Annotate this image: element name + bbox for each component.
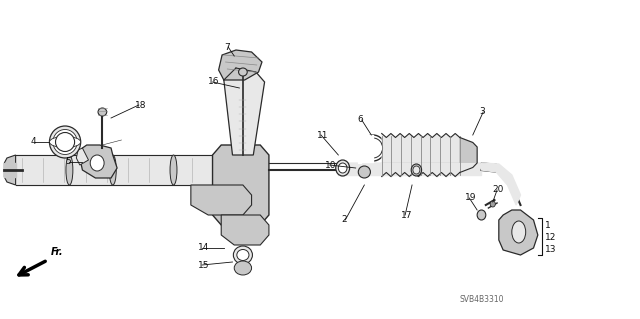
Text: 10: 10 bbox=[325, 160, 337, 169]
Ellipse shape bbox=[56, 132, 75, 152]
Ellipse shape bbox=[239, 68, 247, 76]
Text: 13: 13 bbox=[545, 246, 556, 255]
Text: 20: 20 bbox=[493, 186, 504, 195]
Text: Fr.: Fr. bbox=[51, 247, 63, 257]
Polygon shape bbox=[76, 148, 88, 165]
Polygon shape bbox=[212, 145, 269, 225]
Text: 11: 11 bbox=[317, 130, 328, 139]
Ellipse shape bbox=[234, 261, 252, 275]
Polygon shape bbox=[4, 155, 15, 185]
Ellipse shape bbox=[98, 108, 107, 116]
Text: 4: 4 bbox=[30, 137, 36, 146]
Ellipse shape bbox=[364, 138, 383, 158]
Text: 19: 19 bbox=[465, 194, 476, 203]
Ellipse shape bbox=[66, 155, 73, 185]
Polygon shape bbox=[224, 68, 264, 155]
Ellipse shape bbox=[358, 166, 371, 178]
Text: 12: 12 bbox=[545, 233, 556, 241]
Text: 3: 3 bbox=[479, 108, 484, 116]
Polygon shape bbox=[221, 215, 269, 245]
Polygon shape bbox=[219, 50, 262, 80]
Text: SVB4B3310: SVB4B3310 bbox=[460, 295, 504, 304]
Ellipse shape bbox=[477, 210, 486, 220]
Text: 14: 14 bbox=[198, 243, 209, 253]
Text: 16: 16 bbox=[208, 78, 220, 86]
Text: 18: 18 bbox=[134, 100, 146, 109]
Ellipse shape bbox=[49, 126, 81, 158]
Ellipse shape bbox=[109, 155, 116, 185]
Ellipse shape bbox=[339, 163, 347, 173]
Ellipse shape bbox=[234, 246, 252, 264]
Polygon shape bbox=[339, 163, 481, 175]
Polygon shape bbox=[4, 163, 15, 177]
Text: 5: 5 bbox=[65, 158, 71, 167]
Polygon shape bbox=[499, 210, 538, 255]
Ellipse shape bbox=[413, 166, 420, 174]
Text: 2: 2 bbox=[341, 216, 346, 225]
Polygon shape bbox=[80, 145, 117, 178]
Circle shape bbox=[90, 155, 104, 171]
Polygon shape bbox=[481, 163, 520, 205]
Text: 17: 17 bbox=[401, 211, 412, 219]
Circle shape bbox=[490, 201, 495, 207]
Ellipse shape bbox=[361, 135, 385, 161]
Polygon shape bbox=[460, 137, 477, 173]
Ellipse shape bbox=[237, 249, 249, 261]
Ellipse shape bbox=[411, 164, 422, 176]
Text: 15: 15 bbox=[198, 261, 209, 270]
Text: 6: 6 bbox=[357, 115, 363, 124]
Ellipse shape bbox=[53, 130, 77, 154]
Ellipse shape bbox=[49, 137, 81, 147]
Ellipse shape bbox=[336, 160, 349, 176]
Text: 1: 1 bbox=[545, 220, 550, 229]
Ellipse shape bbox=[512, 221, 525, 243]
Polygon shape bbox=[191, 185, 252, 215]
Text: 7: 7 bbox=[224, 42, 230, 51]
Ellipse shape bbox=[170, 155, 177, 185]
